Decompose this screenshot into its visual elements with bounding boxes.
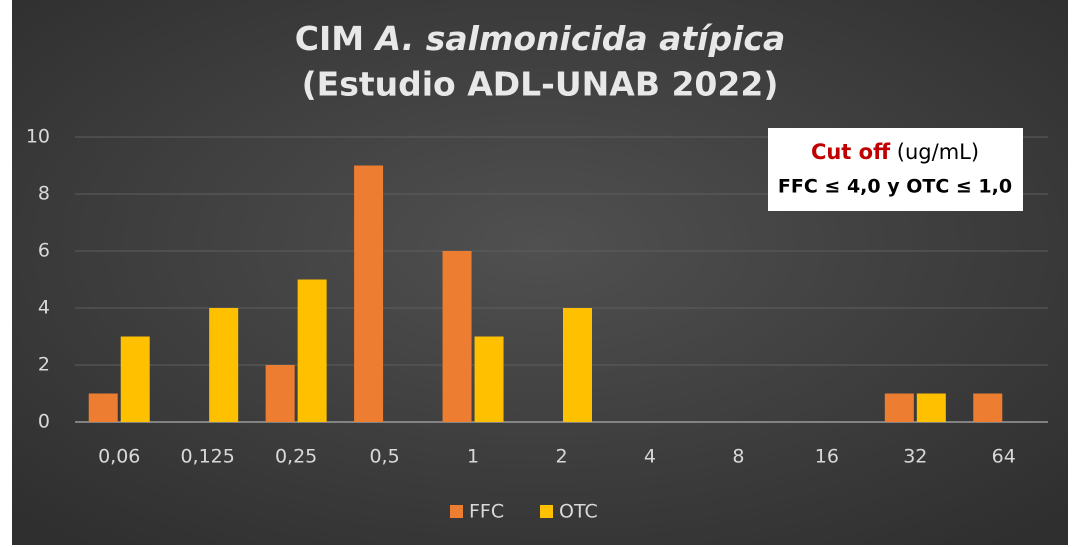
y-tick-label: 10 [26, 126, 50, 148]
x-tick-label: 0,06 [98, 446, 140, 468]
bar [884, 393, 914, 422]
y-tick-label: 2 [38, 354, 50, 376]
bar [474, 336, 504, 422]
bar [916, 393, 946, 422]
y-tick-label: 8 [38, 183, 50, 205]
y-tick-label: 6 [38, 240, 50, 262]
legend-swatch [540, 505, 553, 518]
x-tick-label: 64 [992, 446, 1016, 468]
bar [297, 279, 327, 422]
y-tick-label: 0 [38, 411, 50, 433]
bar [265, 365, 295, 422]
bar [973, 393, 1003, 422]
annotation-text: FFC ≤ 4,0 y OTC ≤ 1,0 [778, 176, 1012, 198]
legend-label: OTC [559, 501, 598, 523]
bar [88, 393, 118, 422]
bar [563, 308, 592, 422]
title-prefix: CIM [295, 19, 364, 58]
x-tick-label: 1 [467, 446, 479, 468]
annotation-line1: Cut off (ug/mL) [811, 140, 979, 164]
legend-label: FFC [469, 501, 504, 523]
bar [120, 336, 150, 422]
x-tick-label: 16 [815, 446, 839, 468]
legend-swatch [450, 505, 463, 518]
annotation-highlight: Cut off [811, 140, 891, 164]
chart-title: CIM A. salmonicida atípica [295, 19, 785, 58]
y-tick-label: 4 [38, 297, 50, 319]
bar [209, 308, 239, 422]
bar [442, 251, 472, 422]
x-tick-label: 0,5 [369, 446, 399, 468]
title-italic: A. salmonicida atípica [373, 19, 786, 58]
bar [354, 165, 384, 422]
chart-subtitle: (Estudio ADL-UNAB 2022) [302, 65, 779, 104]
x-tick-label: 2 [555, 446, 567, 468]
plot: 0 2 4 6 8 10 0,06 0,125 0,25 0,5 1 2 4 8 16 32 64 FFC OTC [26, 126, 1048, 523]
x-tick-label: 32 [903, 446, 927, 468]
x-tick-label: 8 [732, 446, 744, 468]
annotation-unit: (ug/mL) [897, 140, 979, 164]
annotation-box [768, 128, 1023, 211]
chart-background [12, 0, 1068, 545]
x-tick-label: 0,25 [275, 446, 317, 468]
x-tick-label: 0,125 [180, 446, 234, 468]
x-tick-label: 4 [644, 446, 656, 468]
